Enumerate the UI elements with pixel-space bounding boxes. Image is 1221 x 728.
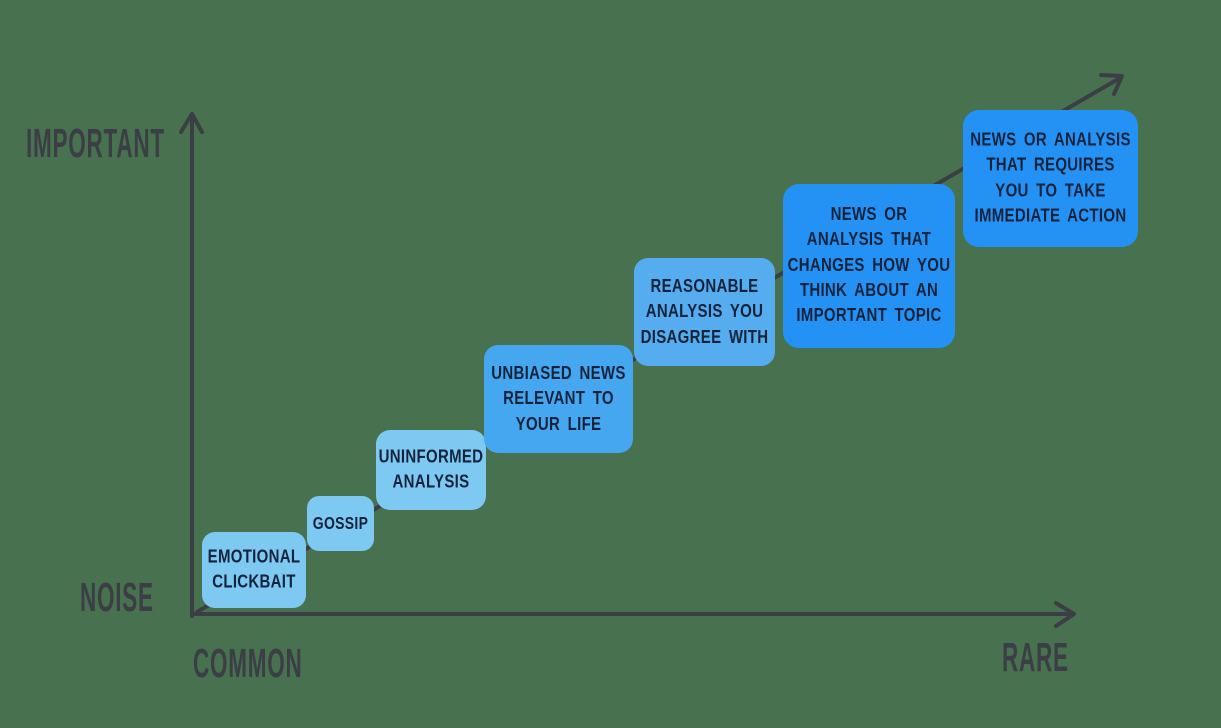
y-axis-top-label: IMPORTANT <box>26 122 211 167</box>
data-box-immediate-action: NEWS OR ANALYSIS THAT REQUIRES YOU TO TA… <box>963 110 1138 247</box>
y-axis-top-label-text: IMPORTANT <box>26 122 165 167</box>
trend-arrowhead-icon <box>1099 73 1124 96</box>
data-box-reasonable-analysis: REASONABLE ANALYSIS YOU DISAGREE WITH <box>634 258 775 366</box>
data-box-uninformed-analysis: UNINFORMED ANALYSIS <box>376 430 486 510</box>
data-box-unbiased-news: UNBIASED NEWS RELEVANT TO YOUR LIFE <box>484 345 633 453</box>
y-axis-bottom-label-text: NOISE <box>80 576 154 621</box>
data-box-label: GOSSIP <box>312 512 369 533</box>
data-box-label: EMOTIONAL CLICKBAIT <box>207 545 301 593</box>
x-axis-left-label-text: COMMON <box>193 642 303 687</box>
data-box-emotional-clickbait: EMOTIONAL CLICKBAIT <box>202 532 306 608</box>
data-box-label: REASONABLE ANALYSIS YOU DISAGREE WITH <box>640 275 769 348</box>
y-axis-bottom-label: NOISE <box>80 576 178 621</box>
y-axis-arrowhead-icon <box>179 112 204 134</box>
data-box-label: NEWS OR ANALYSIS THAT REQUIRES YOU TO TA… <box>970 129 1131 227</box>
data-box-label: UNBIASED NEWS RELEVANT TO YOUR LIFE <box>491 362 626 435</box>
x-axis-right-label-text: RARE <box>1002 636 1069 681</box>
x-axis-arrowhead-icon <box>1054 601 1076 628</box>
data-box-label: UNINFORMED ANALYSIS <box>378 445 484 493</box>
data-box-gossip: GOSSIP <box>307 496 374 551</box>
x-axis-left-label: COMMON <box>193 642 339 687</box>
data-box-label: NEWS OR ANALYSIS THAT CHANGES HOW YOU TH… <box>787 203 951 327</box>
x-axis-right-label: RARE <box>1002 636 1091 681</box>
data-box-changes-thinking: NEWS OR ANALYSIS THAT CHANGES HOW YOU TH… <box>783 184 955 348</box>
